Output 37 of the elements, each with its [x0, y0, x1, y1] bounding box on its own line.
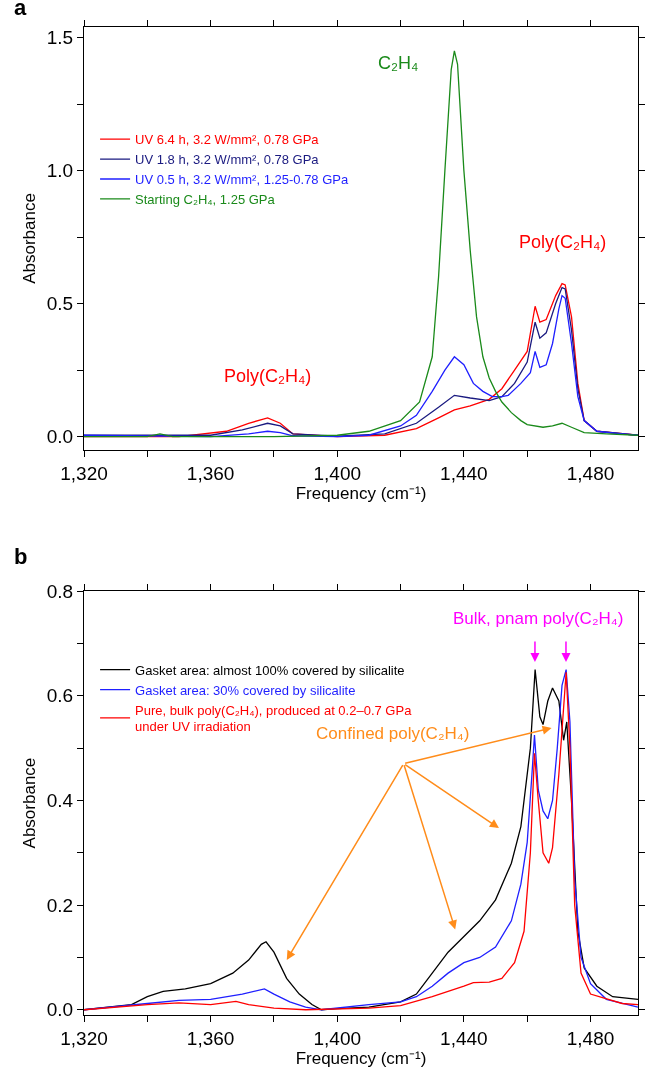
x-tick-label: 1,480: [566, 1027, 615, 1049]
x-tick-label: 1,360: [186, 1027, 235, 1049]
chart-title: a: [14, 0, 27, 20]
x-tick-label: 1,320: [60, 462, 108, 484]
line-series: [84, 50, 638, 438]
annotation: Poly(C₂H₄): [519, 232, 607, 252]
x-tick-label: 1,320: [60, 1027, 108, 1049]
y-tick-label: 0.4: [46, 790, 74, 812]
x-axis-title: Frequency (cm⁻¹): [295, 484, 427, 504]
annotation: Confined poly(C₂H₄): [316, 724, 470, 743]
legend-label: Gasket area: almost 100% covered by silicalite: [135, 662, 405, 678]
x-tick-label: 1,440: [440, 462, 488, 484]
x-tick-label: 1,400: [313, 462, 362, 484]
annotation: C₂H₄: [378, 53, 419, 73]
y-tick-label: 0.0: [46, 426, 74, 448]
x-tick-label: 1,480: [566, 462, 615, 484]
y-tick-label: 1.5: [46, 27, 74, 49]
chart-title: b: [14, 544, 28, 569]
legend-label: UV 6.4 h, 3.2 W/mm², 0.78 GPa: [135, 132, 320, 148]
y-tick-label: 0.0: [46, 999, 74, 1021]
x-tick-label: 1,400: [313, 1027, 362, 1049]
y-axis-title: Absorbance: [20, 757, 40, 849]
y-axis-title: Absorbance: [20, 193, 40, 284]
y-tick-label: 0.5: [46, 293, 74, 315]
y-tick-label: 0.8: [46, 580, 74, 602]
legend-label: UV 1.8 h, 3.2 W/mm², 0.78 GPa: [135, 152, 320, 168]
x-axis-title: Frequency (cm⁻¹): [295, 1049, 427, 1069]
x-tick-label: 1,440: [440, 1027, 488, 1049]
y-tick-label: 1.0: [46, 160, 74, 182]
annotation: Poly(C₂H₄): [224, 366, 312, 386]
legend-label: Gasket area: 30% covered by silicalite: [135, 682, 356, 698]
y-tick-label: 0.2: [46, 894, 74, 916]
annotation: Bulk, pnam poly(C₂H₄): [453, 609, 624, 628]
y-tick-label: 0.6: [46, 685, 74, 707]
legend-label: Starting C₂H₄, 1.25 GPa: [135, 191, 276, 207]
x-tick-label: 1,360: [186, 462, 235, 484]
legend-label: UV 0.5 h, 3.2 W/mm², 1.25-0.78 GPa: [135, 172, 349, 188]
